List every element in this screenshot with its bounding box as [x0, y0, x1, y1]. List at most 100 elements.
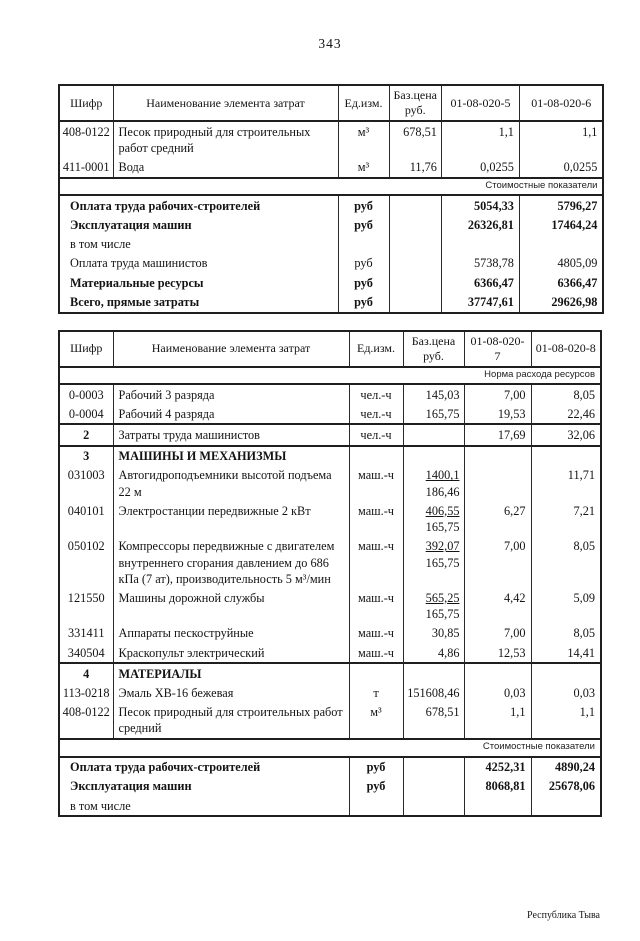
price-cell: 30,85: [402, 623, 465, 644]
table-row-note: Стоимостные показатели: [58, 738, 602, 758]
price-cell: 565,25 165,75: [402, 588, 465, 624]
unit-cell: [337, 234, 390, 254]
unit-cell: маш.-ч: [348, 623, 404, 644]
price-cell: [388, 253, 442, 274]
value-cell: 11,71: [530, 465, 602, 502]
unit-cell: маш.-ч: [348, 643, 404, 664]
value-cell: 8,05: [530, 536, 602, 589]
price-cell: [388, 292, 442, 313]
price-denominator: 186,46: [425, 484, 460, 499]
value-cell: [463, 662, 532, 684]
price-denominator: 165,75: [425, 555, 460, 570]
name-cell: Машины дорожной службы: [112, 588, 350, 624]
col-header-norm-2: 01-08-020-8: [530, 330, 602, 368]
unit-cell: руб: [337, 215, 390, 235]
unit-cell: маш.-ч: [348, 501, 404, 537]
value-cell: 25678,06: [530, 776, 602, 797]
col-header-norm-2: 01-08-020-6: [518, 85, 604, 122]
value-cell: 12,53: [463, 643, 532, 664]
table-row-item: 040101 Электростанции передвижные 2 кВт ма…: [58, 501, 602, 537]
name-cell: Песок природный для строительных работ с…: [112, 702, 350, 740]
name-cell: Автогидроподъемники высотой подъема 22 м: [112, 465, 350, 502]
unit-cell: руб: [348, 756, 404, 777]
name-cell: Вода: [112, 157, 339, 178]
table-row-item: 113-0218 Эмаль ХВ-16 бежевая т 151608,46 0,0…: [58, 683, 602, 703]
unit-cell: руб: [337, 195, 390, 216]
value-cell: [530, 662, 602, 684]
total-label: Оплата труда рабочих-строителей: [58, 756, 350, 777]
value-cell: 0,0255: [518, 157, 604, 178]
table-row-category: 3 МАШИНЫ И МЕХАНИЗМЫ: [58, 444, 602, 466]
price-cell: [388, 215, 442, 235]
price-cell: [402, 662, 465, 684]
table-row-total: Всего, прямые затраты руб 37747,61 29626,98: [58, 292, 604, 313]
total-label: Всего, прямые затраты: [58, 292, 339, 313]
code-cell: 0-0004: [58, 404, 114, 425]
name-cell: Рабочий 3 разряда: [112, 384, 350, 405]
value-cell: 7,00: [463, 536, 532, 589]
category-label: МАШИНЫ И МЕХАНИЗМЫ: [112, 444, 350, 466]
table-row-item: 408-0122 Песок природный для строительных…: [58, 702, 602, 740]
value-cell: 37747,61: [440, 292, 520, 313]
price-cell: 4,86: [402, 643, 465, 664]
col-header-base-price: Баз.цена руб.: [402, 330, 465, 368]
unit-cell: м³: [337, 121, 390, 158]
table-row-item: 0-0004 Рабочий 4 разряда чел.-ч 165,75 19,53…: [58, 404, 602, 425]
header-row: Шифр Наименование элемента затрат Ед.изм…: [58, 85, 604, 122]
code-cell: 121550: [58, 588, 114, 624]
price-cell: 678,51: [388, 121, 442, 158]
unit-cell: [348, 662, 404, 684]
value-cell: 8068,81: [463, 776, 532, 797]
name-cell: Песок природный для строительных работ с…: [112, 121, 339, 158]
name-cell: Электростанции передвижные 2 кВт: [112, 501, 350, 537]
price-cell: [402, 423, 465, 446]
code-cell: 4: [58, 662, 114, 684]
code-cell: 3: [58, 444, 114, 466]
name-cell: Компрессоры передвижные с двигателем вну…: [112, 536, 350, 589]
value-cell: 0,03: [530, 683, 602, 703]
price-numerator: 392,07: [425, 539, 460, 554]
value-cell: 8,05: [530, 384, 602, 405]
section-label: Стоимостные показатели: [58, 738, 602, 758]
code-cell: 031003: [58, 465, 114, 502]
value-cell: 7,00: [463, 384, 532, 405]
section-label: Норма расхода ресурсов: [58, 365, 602, 386]
value-cell: [463, 796, 532, 817]
value-cell: 8,05: [530, 623, 602, 644]
table-row-item: 0-0003 Рабочий 3 разряда чел.-ч 145,03 7,00 8…: [58, 384, 602, 405]
name-cell: Рабочий 4 разряда: [112, 404, 350, 425]
col-header-base-price: Баз.цена руб.: [388, 85, 442, 122]
value-cell: [530, 444, 602, 466]
value-cell: 1,1: [440, 121, 520, 158]
name-cell: Затраты труда машинистов: [112, 423, 350, 446]
table-row-total: Материальные ресурсы руб 6366,47 6366,47: [58, 273, 604, 293]
total-label: в том числе: [58, 234, 339, 254]
code-cell: 408-0122: [58, 702, 114, 740]
col-header-code: Шифр: [58, 330, 114, 368]
col-header-norm-1: 01-08-020-7: [463, 330, 532, 368]
col-header-name: Наименование элемента затрат: [112, 330, 350, 368]
value-cell: [530, 796, 602, 817]
table-row-total: в том числе: [58, 796, 602, 817]
code-cell: 411-0001: [58, 157, 114, 178]
value-cell: 29626,98: [518, 292, 604, 313]
col-header-unit: Ед.изм.: [337, 85, 390, 122]
total-label: Эксплуатация машин: [58, 215, 339, 235]
table-row-total: Эксплуатация машин руб 8068,81 25678,06: [58, 776, 602, 797]
table-row-category: 4 МАТЕРИАЛЫ: [58, 662, 602, 684]
table-row-note: Норма расхода ресурсов: [58, 365, 602, 386]
price-cell: [402, 756, 465, 777]
unit-cell: т: [348, 683, 404, 703]
value-cell: 4805,09: [518, 253, 604, 274]
total-label: Материальные ресурсы: [58, 273, 339, 293]
value-cell: 6366,47: [518, 273, 604, 293]
name-cell: Эмаль ХВ-16 бежевая: [112, 683, 350, 703]
value-cell: 4890,24: [530, 756, 602, 777]
header-row: Шифр Наименование элемента затрат Ед.изм…: [58, 330, 602, 368]
name-cell: Краскопульт электрический: [112, 643, 350, 664]
unit-cell: [348, 444, 404, 466]
value-cell: 26326,81: [440, 215, 520, 235]
value-cell: 17464,24: [518, 215, 604, 235]
col-header-unit: Ед.изм.: [348, 330, 404, 368]
cost-table-bottom: Шифр Наименование элемента затрат Ед.изм…: [58, 329, 602, 818]
